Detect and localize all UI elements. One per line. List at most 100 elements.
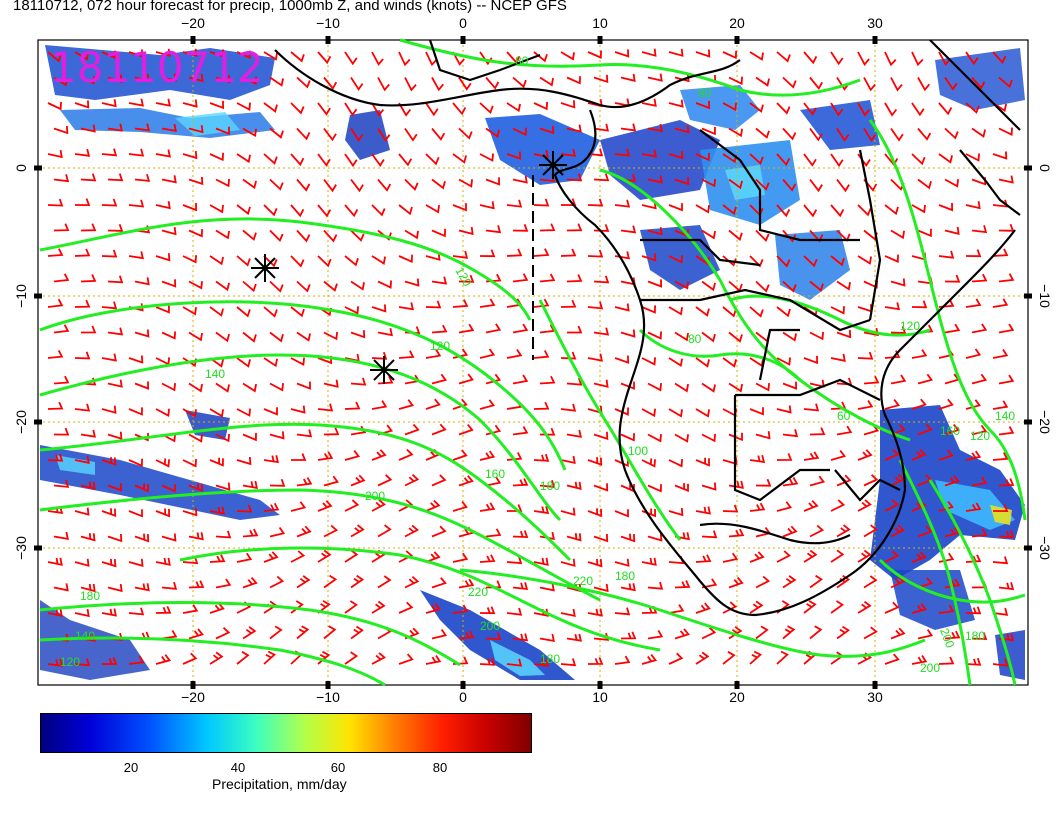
wind-barb <box>884 204 899 216</box>
wind-barb <box>695 602 711 614</box>
wind-barb <box>776 650 789 665</box>
wind-barb <box>290 153 305 167</box>
wind-barb <box>755 625 769 640</box>
wind-barb <box>236 306 251 318</box>
wind-barb <box>161 484 176 493</box>
lon-label: −10 <box>316 689 340 705</box>
wind-barb <box>809 178 823 193</box>
wind-barb <box>560 100 576 109</box>
wind-barb <box>263 51 278 61</box>
wind-barb <box>512 426 529 436</box>
wind-barb <box>344 153 358 168</box>
wind-barb <box>998 530 1015 539</box>
lat-label: −10 <box>13 284 29 308</box>
wind-barb <box>512 175 528 184</box>
colorbar-tick: 40 <box>230 760 246 775</box>
wind-barb <box>134 533 150 543</box>
wind-barb <box>938 500 954 512</box>
wind-barb <box>188 433 203 443</box>
wind-barb <box>701 126 716 136</box>
wind-barb <box>992 298 1009 308</box>
wind-barb <box>317 153 331 167</box>
wind-barb <box>857 51 870 67</box>
wind-barb <box>965 153 980 162</box>
wind-barb <box>539 633 555 643</box>
wind-barb <box>998 175 1014 184</box>
wind-barb <box>890 374 907 385</box>
wind-barb <box>992 151 1008 160</box>
wind-barb <box>890 326 907 334</box>
wind-barb <box>911 448 927 461</box>
wind-barb <box>47 101 62 111</box>
wind-barb <box>101 198 118 207</box>
wind-barb <box>107 173 124 182</box>
wind-barb <box>647 433 662 443</box>
wind-barb <box>452 398 468 410</box>
wind-barb <box>134 73 150 83</box>
wind-barb <box>479 657 496 666</box>
wind-barb <box>701 627 717 640</box>
wind-barb <box>161 123 177 133</box>
wind-barb <box>74 248 91 257</box>
wind-barb <box>182 459 197 468</box>
wind-barb <box>992 400 1009 410</box>
wind-barb <box>128 148 145 157</box>
wind-barb <box>506 607 523 616</box>
wind-barb <box>971 225 988 234</box>
wind-barb <box>863 524 878 538</box>
wind-barb <box>155 253 171 262</box>
wind-barb <box>452 153 467 164</box>
wind-barb <box>533 298 550 308</box>
wind-barb <box>290 204 305 218</box>
wind-barb <box>722 204 737 216</box>
map-frame <box>37 39 1029 686</box>
wind-barb <box>533 350 550 359</box>
wind-barb <box>188 280 203 290</box>
wind-barb <box>965 450 982 461</box>
wind-barb <box>290 405 306 414</box>
wind-barb <box>593 327 610 336</box>
wind-barb <box>722 651 736 665</box>
wind-barb <box>992 349 1009 359</box>
wind-barb <box>830 306 845 315</box>
wind-barb <box>776 306 791 318</box>
wind-barb <box>614 303 630 312</box>
wind-barb <box>344 401 361 410</box>
wind-barb <box>620 631 637 640</box>
wind-barb <box>317 204 332 218</box>
wind-barb <box>938 102 953 116</box>
wind-barb <box>101 405 117 414</box>
wind-barb <box>215 331 230 343</box>
wind-barb <box>377 575 392 589</box>
wind-barb <box>593 583 609 593</box>
wind-barb <box>674 331 689 342</box>
wind-barb <box>107 275 124 284</box>
lon-label: −20 <box>181 689 205 705</box>
wind-barb <box>593 533 609 543</box>
wind-barb <box>782 127 797 141</box>
wind-barb <box>566 76 581 85</box>
wind-barb <box>74 608 90 618</box>
wind-barb <box>890 627 906 640</box>
wind-barb <box>620 433 635 442</box>
wind-barb <box>215 280 230 292</box>
wind-barb <box>971 323 988 334</box>
wind-barb <box>701 178 716 188</box>
wind-barb <box>107 379 123 388</box>
wind-barb <box>263 407 278 416</box>
wind-barb <box>722 552 739 563</box>
right-lat-labels: 0 −10 −20 −30 <box>1037 164 1053 560</box>
wind-barb <box>539 375 556 385</box>
wind-barb <box>431 423 447 436</box>
wind-barb <box>485 476 502 487</box>
wind-barb <box>458 226 474 236</box>
wind-barb <box>425 551 441 563</box>
wind-barb <box>134 381 150 390</box>
wind-barb <box>722 601 738 614</box>
wind-barb <box>323 229 338 243</box>
wind-barb <box>998 374 1015 385</box>
wind-barb <box>458 630 475 640</box>
wind-barb <box>857 449 873 461</box>
wind-barb <box>296 575 311 589</box>
wind-barb <box>242 127 257 138</box>
